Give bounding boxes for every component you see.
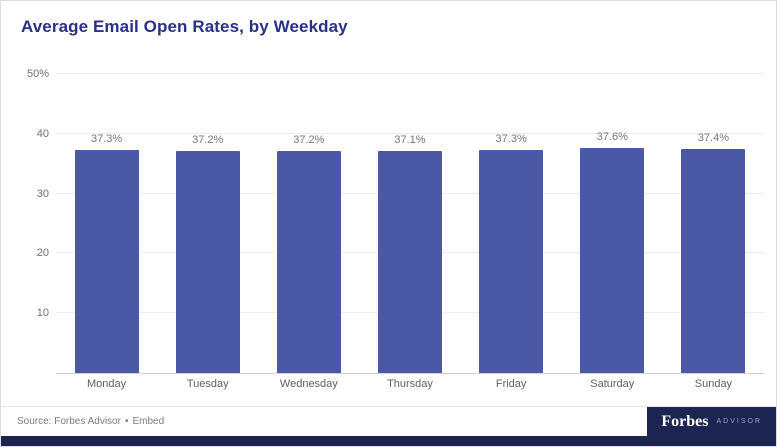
x-labels-row: Monday Tuesday Wednesday Thursday Friday Satu… [56,378,764,394]
bar-saturday [580,148,645,373]
forbes-logo-sub: ADVISOR [716,418,762,425]
embed-link[interactable]: Embed [132,416,165,427]
bar-column-sunday: 37.4% [663,74,764,373]
bar-tuesday [175,150,240,373]
gridline-50 [56,73,764,74]
x-tick-label-friday: Friday [495,378,527,390]
x-tick-label-saturday: Saturday [590,378,635,390]
x-tick-label-monday: Monday [87,378,127,390]
bar-thursday [377,151,442,373]
x-tick-label-wednesday: Wednesday [279,378,338,390]
source-text: Source: Forbes Advisor [17,416,121,427]
bars-row: 37.3% 37.2% 37.2% 37.1% 37.3% 37.6% 37.4% [56,74,764,373]
x-tick-label-tuesday: Tuesday [186,378,229,390]
chart-footer: Source: Forbes Advisor • Embed Forbes AD… [1,406,776,436]
bar-column-friday: 37.3% [461,74,562,373]
bottom-brand-strip [1,436,776,446]
forbes-logo[interactable]: Forbes ADVISOR [647,407,776,436]
bar-column-saturday: 37.6% [562,74,663,373]
bar-value-label-sunday: 37.4% [697,132,730,145]
bar-column-tuesday: 37.2% [157,74,258,373]
source-separator: • [124,416,129,427]
x-tick-label-sunday: Sunday [694,378,733,390]
bar-value-label-monday: 37.3% [90,132,123,145]
chart-header: Average Email Open Rates, by Weekday [1,1,776,51]
gridline-40 [56,132,764,134]
forbes-logo-brand: Forbes [661,412,709,430]
chart-title: Average Email Open Rates, by Weekday [21,17,348,36]
bar-column-wednesday: 37.2% [258,74,359,373]
y-tick-label-10: 10 [36,307,49,320]
bar-value-label-thursday: 37.1% [394,134,426,147]
bar-wednesday [276,150,341,373]
bar-column-thursday: 37.1% [359,74,460,373]
source-line: Source: Forbes Advisor • Embed [17,416,164,427]
bar-friday [479,149,544,373]
bar-value-label-tuesday: 37.2% [192,133,224,146]
bar-column-monday: 37.3% [56,74,157,373]
x-tick-label-thursday: Thursday [387,378,433,390]
bar-monday [74,149,139,373]
bar-sunday [681,149,746,373]
plot-area: 37.3% 37.2% 37.2% 37.1% 37.3% 37.6% 37.4% 10 20… [27,68,764,374]
bar-value-label-saturday: 37.6% [596,131,628,144]
y-tick-label-20: 20 [36,247,49,260]
bar-value-label-wednesday: 37.2% [293,133,325,146]
y-tick-label-40: 40 [36,127,49,140]
y-tick-label-30: 30 [36,187,49,200]
bar-value-label-friday: 37.3% [495,132,527,145]
y-tick-label-50: 50% [26,68,49,80]
